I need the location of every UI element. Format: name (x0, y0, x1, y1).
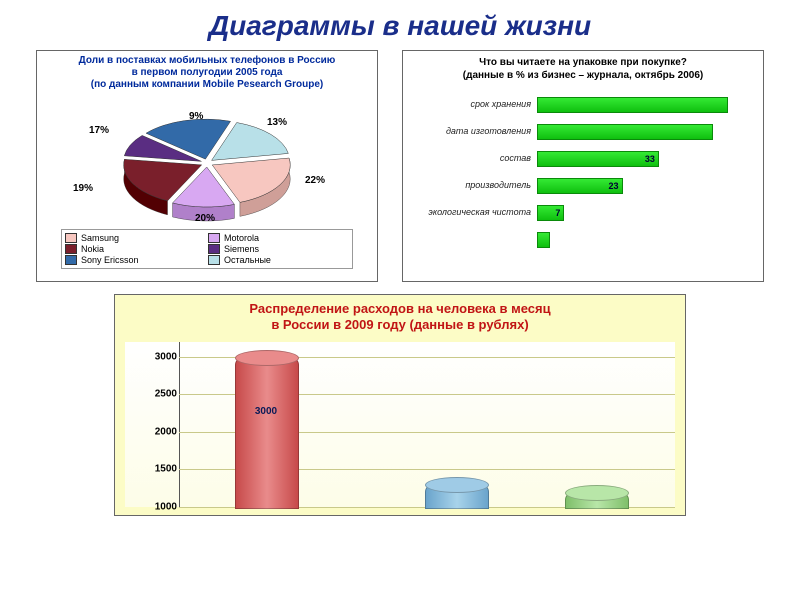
hbar-bar (537, 232, 550, 248)
hbar-category-label: экологическая чистота (411, 207, 537, 217)
pie-legend: Samsung Motorola Nokia Siemens Sony Ericsson… (61, 229, 353, 269)
pie-percent-label: 17% (89, 125, 109, 136)
hbar-value-label: 23 (609, 179, 619, 193)
hbar-row: дата изготовления (411, 121, 755, 141)
bottom-title-line: Распределение расходов на человека в мес… (123, 301, 677, 317)
hbar-value-label: 7 (555, 206, 560, 220)
bottom-chart-panel: Распределение расходов на человека в мес… (114, 294, 686, 516)
legend-swatch (208, 233, 220, 243)
y-tick-label: 3000 (155, 351, 177, 362)
hbar-plot: срок хранения дата изготовления состав 33 пр… (403, 88, 763, 260)
hbar-category-label: производитель (411, 180, 537, 190)
page: Диаграммы в нашей жизни Доли в поставках… (0, 0, 800, 600)
hbar-row: срок хранения (411, 94, 755, 114)
y-tick-label: 2000 (155, 426, 177, 437)
legend-swatch (65, 233, 77, 243)
hbar-category-label: состав (411, 153, 537, 163)
legend-label: Samsung (81, 233, 119, 243)
y-tick-label: 2500 (155, 389, 177, 400)
legend-item: Siemens (208, 244, 349, 254)
cylinder-bar (425, 484, 487, 507)
hbar-bar: 33 (537, 151, 659, 167)
y-tick-label: 1000 (155, 501, 177, 512)
hbar-title: Что вы читаете на упаковке при покупке? … (403, 51, 763, 88)
legend-swatch (208, 244, 220, 254)
hbar-bar: 23 (537, 178, 623, 194)
legend-swatch (208, 255, 220, 265)
legend-item: Samsung (65, 233, 206, 243)
legend-swatch (65, 244, 77, 254)
hbar-title-line: (данные в % из бизнес – журнала, октябрь… (407, 70, 759, 83)
pie-title-line: в первом полугодии 2005 года (43, 67, 371, 79)
legend-label: Остальные (224, 255, 271, 265)
pie-chart-panel: Доли в поставках мобильных телефонов в Р… (36, 50, 378, 282)
hbar-bar: 7 (537, 205, 564, 221)
page-title: Диаграммы в нашей жизни (0, 0, 800, 50)
legend-label: Siemens (224, 244, 259, 254)
legend-item: Sony Ericsson (65, 255, 206, 265)
hbar-row (411, 229, 755, 249)
bottom-plot: 30002500200015001000 3000 (125, 342, 675, 507)
hbar-value-label: 33 (645, 152, 655, 166)
y-axis: 30002500200015001000 (125, 342, 180, 507)
bar-value-label: 3000 (235, 406, 297, 417)
legend-item: Motorola (208, 233, 349, 243)
top-row: Доли в поставках мобильных телефонов в Р… (0, 50, 800, 282)
pie-plot: 22% 13% 9% 17% 19% 20% (37, 95, 377, 225)
cylinder-bar: 3000 (235, 357, 297, 507)
legend-label: Sony Ericsson (81, 255, 139, 265)
hbar-chart-panel: Что вы читаете на упаковке при покупке? … (402, 50, 764, 282)
pie-title-line: Доли в поставках мобильных телефонов в Р… (43, 55, 371, 67)
legend-item: Nokia (65, 244, 206, 254)
legend-item: Остальные (208, 255, 349, 265)
bottom-title: Распределение расходов на человека в мес… (115, 295, 685, 340)
pie-percent-label: 22% (305, 175, 325, 186)
hbar-row: состав 33 (411, 148, 755, 168)
pie-percent-label: 9% (189, 111, 203, 122)
pie-svg (37, 95, 377, 225)
bottom-title-line: в России в 2009 году (данные в рублях) (123, 317, 677, 333)
y-tick-label: 1500 (155, 464, 177, 475)
pie-title: Доли в поставках мобильных телефонов в Р… (37, 51, 377, 95)
hbar-row: экологическая чистота 7 (411, 202, 755, 222)
pie-percent-label: 20% (195, 213, 215, 224)
hbar-row: производитель 23 (411, 175, 755, 195)
hbar-title-line: Что вы читаете на упаковке при покупке? (407, 57, 759, 70)
hbar-category-label: срок хранения (411, 99, 537, 109)
hbar-bar (537, 124, 713, 140)
cylinder-bar (565, 492, 627, 507)
pie-percent-label: 13% (267, 117, 287, 128)
pie-percent-label: 19% (73, 183, 93, 194)
pie-title-line: (по данным компании Mobile Pesearch Grou… (43, 79, 371, 91)
hbar-category-label: дата изготовления (411, 126, 537, 136)
hbar-bar (537, 97, 728, 113)
legend-label: Nokia (81, 244, 104, 254)
legend-swatch (65, 255, 77, 265)
legend-label: Motorola (224, 233, 259, 243)
